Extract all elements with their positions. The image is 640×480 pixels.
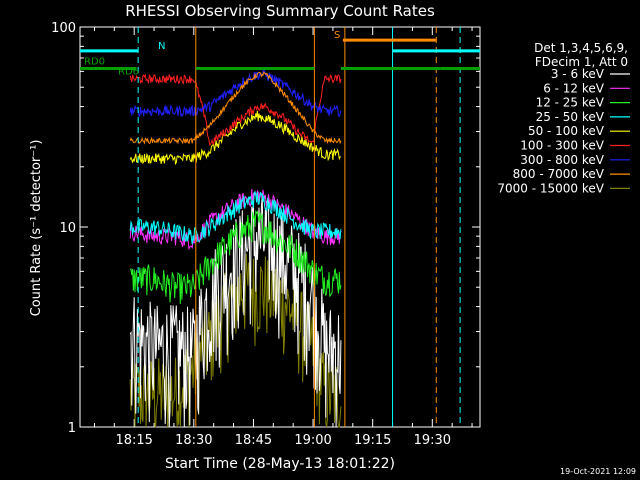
legend-label: 6 - 12 keV (543, 81, 605, 95)
x-axis-ticks: 18:15 18:30 18:45 19:00 19:15 19:30 (93, 27, 473, 448)
series-line-0 (129, 196, 342, 428)
legend-label: 12 - 25 keV (536, 96, 605, 110)
series-layer (129, 68, 342, 429)
y-tick-label: 10 (59, 221, 76, 236)
y-tick-label: 100 (51, 21, 76, 36)
flag-label-rd6: RD6 (118, 67, 139, 78)
series-line-5 (129, 73, 342, 146)
legend-label: 7000 - 15000 keV (497, 181, 604, 195)
x-tick-label: 19:00 (294, 433, 331, 448)
series-line-7 (129, 71, 342, 145)
legend-label: 3 - 6 keV (551, 67, 605, 81)
x-tick-label: 19:30 (414, 433, 451, 448)
legend-label: 25 - 50 keV (536, 110, 605, 124)
y-tick-label: 1 (68, 421, 76, 436)
x-tick-label: 19:15 (354, 433, 391, 448)
y-axis-ticks: 1 10 100 (51, 21, 480, 436)
markers-layer (137, 27, 461, 427)
flag-label-s: S (334, 30, 340, 41)
y-axis-label: Count Rate (s⁻¹ detector⁻¹) (29, 140, 44, 317)
legend-header-line-1: Det 1,3,4,5,6,9, (534, 41, 628, 55)
series-line-6 (129, 68, 342, 118)
chart-title: RHESSI Observing Summary Count Rates (125, 2, 435, 20)
legend-label: 800 - 7000 keV (513, 167, 605, 181)
series-line-2 (129, 209, 342, 305)
legend-label: 50 - 100 keV (528, 124, 605, 138)
series-line-4 (129, 110, 341, 166)
x-tick-label: 18:15 (115, 433, 152, 448)
flag-label-rd0: RD0 (84, 57, 105, 68)
x-axis-label: Start Time (28-May-13 18:01:22) (165, 456, 395, 472)
series-line-3 (129, 190, 342, 245)
x-tick-label: 18:45 (235, 433, 272, 448)
legend-header-line-2: FDecim 1, Att 0 (535, 55, 628, 69)
flags-layer: RD0 RD6 N S (80, 30, 480, 78)
legend-label: 300 - 800 keV (520, 153, 604, 167)
x-tick-label: 18:30 (175, 433, 212, 448)
flag-label-n: N (158, 41, 165, 52)
legend-label: 100 - 300 keV (520, 139, 604, 153)
timestamp: 19-Oct-2021 12:09 (560, 467, 636, 476)
